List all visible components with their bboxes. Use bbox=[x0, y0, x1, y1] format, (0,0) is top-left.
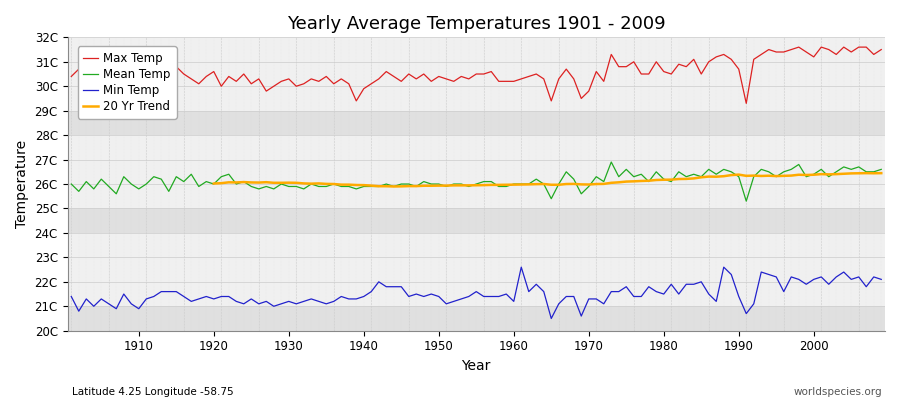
Min Temp bbox=[66, 294, 77, 299]
Max Temp bbox=[291, 84, 302, 89]
Line: 20 Yr Trend: 20 Yr Trend bbox=[214, 173, 881, 186]
Min Temp bbox=[336, 294, 346, 299]
Max Temp bbox=[126, 74, 137, 79]
Min Temp bbox=[508, 299, 519, 304]
Title: Yearly Average Temperatures 1901 - 2009: Yearly Average Temperatures 1901 - 2009 bbox=[287, 15, 666, 33]
Mean Temp bbox=[336, 184, 346, 189]
Mean Temp bbox=[66, 182, 77, 186]
Bar bbox=[68, 257, 885, 282]
Min Temp bbox=[876, 277, 886, 282]
Max Temp bbox=[598, 79, 609, 84]
Bar bbox=[68, 184, 885, 208]
20 Yr Trend bbox=[861, 171, 872, 176]
20 Yr Trend bbox=[876, 171, 886, 176]
X-axis label: Year: Year bbox=[462, 359, 491, 373]
Min Temp bbox=[614, 289, 625, 294]
Max Temp bbox=[876, 47, 886, 52]
20 Yr Trend bbox=[853, 171, 864, 176]
Bar bbox=[68, 135, 885, 160]
20 Yr Trend bbox=[389, 184, 400, 189]
Max Temp bbox=[741, 101, 751, 106]
Mean Temp bbox=[606, 160, 616, 164]
20 Yr Trend bbox=[209, 181, 220, 186]
20 Yr Trend bbox=[681, 176, 692, 181]
Bar bbox=[68, 306, 885, 331]
Mean Temp bbox=[741, 199, 751, 204]
Line: Min Temp: Min Temp bbox=[71, 267, 881, 318]
Bar bbox=[68, 160, 885, 184]
Mean Temp bbox=[291, 184, 302, 189]
Bar bbox=[68, 111, 885, 135]
Min Temp bbox=[546, 316, 557, 321]
Text: worldspecies.org: worldspecies.org bbox=[794, 387, 882, 397]
20 Yr Trend bbox=[786, 173, 796, 178]
20 Yr Trend bbox=[771, 174, 782, 178]
Max Temp bbox=[794, 45, 805, 50]
Mean Temp bbox=[126, 182, 137, 186]
Max Temp bbox=[501, 79, 512, 84]
Bar bbox=[68, 86, 885, 111]
Legend: Max Temp, Mean Temp, Min Temp, 20 Yr Trend: Max Temp, Mean Temp, Min Temp, 20 Yr Tre… bbox=[77, 46, 176, 119]
Mean Temp bbox=[501, 184, 512, 189]
Bar bbox=[68, 208, 885, 233]
Mean Temp bbox=[876, 167, 886, 172]
Mean Temp bbox=[508, 182, 519, 186]
Mean Temp bbox=[598, 179, 609, 184]
Max Temp bbox=[508, 79, 519, 84]
20 Yr Trend bbox=[299, 181, 310, 186]
Bar bbox=[68, 62, 885, 86]
Y-axis label: Temperature: Temperature bbox=[15, 140, 29, 228]
Bar bbox=[68, 233, 885, 257]
20 Yr Trend bbox=[418, 183, 429, 188]
Max Temp bbox=[336, 76, 346, 81]
Bar bbox=[68, 37, 885, 62]
Min Temp bbox=[126, 302, 137, 306]
Line: Max Temp: Max Temp bbox=[71, 47, 881, 103]
Line: Mean Temp: Mean Temp bbox=[71, 162, 881, 201]
Min Temp bbox=[501, 292, 512, 296]
Max Temp bbox=[66, 74, 77, 79]
Bar bbox=[68, 282, 885, 306]
Text: Latitude 4.25 Longitude -58.75: Latitude 4.25 Longitude -58.75 bbox=[72, 387, 234, 397]
Min Temp bbox=[291, 302, 302, 306]
Min Temp bbox=[516, 265, 526, 270]
